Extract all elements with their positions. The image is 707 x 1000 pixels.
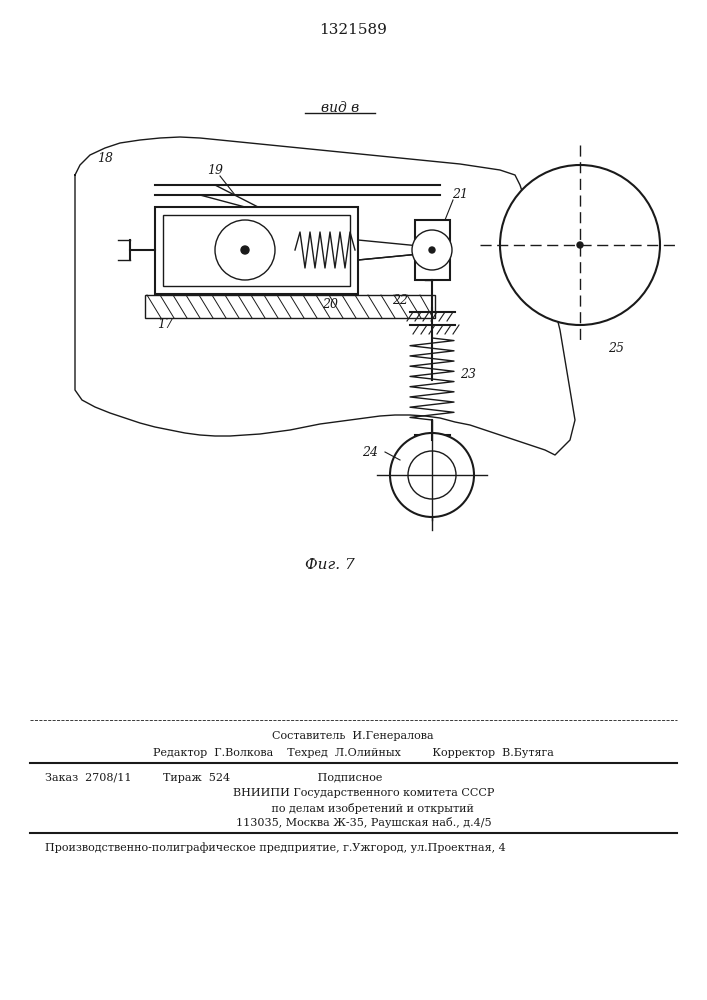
- Circle shape: [429, 247, 435, 253]
- Text: Заказ  2708/11         Тираж  524                         Подписное: Заказ 2708/11 Тираж 524 Подписное: [45, 773, 382, 783]
- Bar: [145, 295, 435, 318]
- Text: вид в: вид в: [321, 101, 359, 115]
- Bar: [155, 207, 358, 294]
- Text: 1321589: 1321589: [319, 23, 387, 37]
- Text: 24: 24: [362, 446, 378, 458]
- Text: 21: 21: [452, 188, 468, 202]
- Circle shape: [412, 230, 452, 270]
- Text: 25: 25: [608, 342, 624, 355]
- Text: 22: 22: [392, 294, 408, 306]
- Circle shape: [215, 220, 275, 280]
- Text: Производственно-полиграфическое предприятие, г.Ужгород, ул.Проектная, 4: Производственно-полиграфическое предприя…: [45, 843, 506, 853]
- Text: Составитель  И.Генералова: Составитель И.Генералова: [272, 731, 434, 741]
- Bar: [163, 215, 350, 286]
- Text: Фиг. 7: Фиг. 7: [305, 558, 355, 572]
- Text: 19: 19: [207, 163, 223, 176]
- Text: Редактор  Г.Волкова    Техред  Л.Олийных         Корректор  В.Бутяга: Редактор Г.Волкова Техред Л.Олийных Корр…: [153, 748, 554, 758]
- Text: 18: 18: [97, 151, 113, 164]
- Text: ВНИИПИ Государственного комитета СССР: ВНИИПИ Государственного комитета СССР: [212, 788, 494, 798]
- Circle shape: [241, 246, 249, 254]
- Text: 113035, Москва Ж-35, Раушская наб., д.4/5: 113035, Москва Ж-35, Раушская наб., д.4/…: [215, 818, 491, 828]
- Text: 23: 23: [460, 368, 476, 381]
- Circle shape: [408, 451, 456, 499]
- Text: 20: 20: [322, 298, 338, 312]
- Circle shape: [500, 165, 660, 325]
- Text: 17: 17: [157, 318, 173, 332]
- Circle shape: [390, 433, 474, 517]
- Circle shape: [577, 242, 583, 248]
- Text: по делам изобретений и открытий: по делам изобретений и открытий: [233, 802, 474, 814]
- Bar: [415, 220, 450, 280]
